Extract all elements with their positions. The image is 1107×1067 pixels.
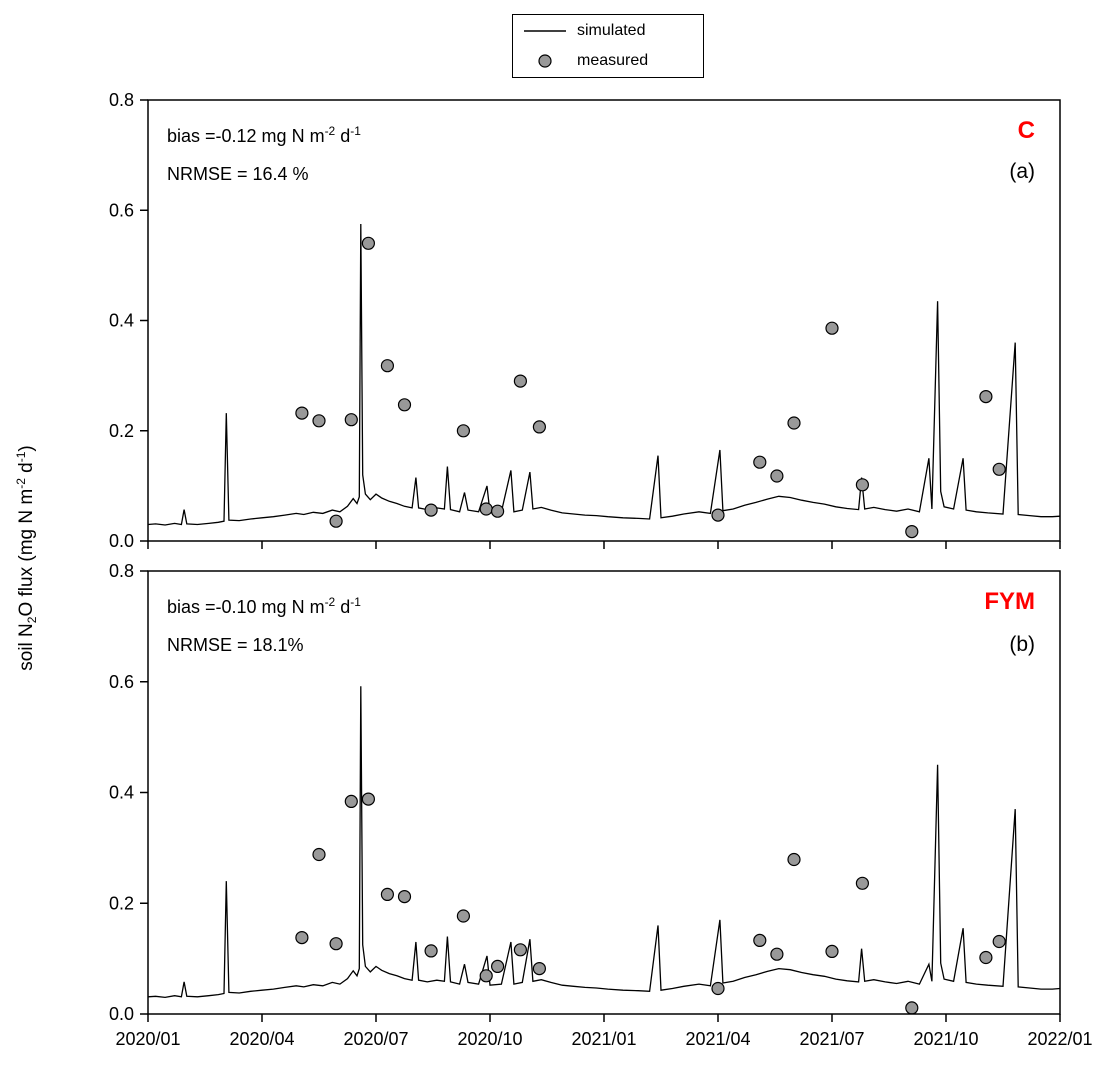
svg-text:0.8: 0.8 (109, 90, 134, 110)
svg-text:0.0: 0.0 (109, 531, 134, 551)
panel-tag-b: (b) (1009, 633, 1035, 656)
svg-text:2021/10: 2021/10 (913, 1029, 978, 1049)
svg-text:0.8: 0.8 (109, 561, 134, 581)
svg-text:0.0: 0.0 (109, 1004, 134, 1024)
bias-annotation-b: bias =-0.10 mg N m-2 d-1 (167, 595, 361, 617)
svg-text:2020/07: 2020/07 (343, 1029, 408, 1049)
treatment-label-b: FYM (984, 588, 1035, 615)
legend-label-simulated: simulated (577, 22, 646, 39)
treatment-label-a: C (1017, 117, 1035, 144)
svg-text:0.4: 0.4 (109, 783, 134, 803)
svg-text:2021/04: 2021/04 (685, 1029, 750, 1049)
svg-text:2020/10: 2020/10 (457, 1029, 522, 1049)
svg-text:0.6: 0.6 (109, 200, 134, 220)
svg-text:2022/01: 2022/01 (1027, 1029, 1092, 1049)
svg-text:2021/01: 2021/01 (571, 1029, 636, 1049)
svg-text:0.4: 0.4 (109, 311, 134, 331)
svg-text:2020/01: 2020/01 (115, 1029, 180, 1049)
svg-text:0.2: 0.2 (109, 421, 134, 441)
panel-tag-a: (a) (1009, 160, 1035, 183)
legend-item-simulated: simulated (513, 18, 703, 44)
nrmse-annotation-a: NRMSE = 16.4 % (167, 164, 309, 184)
bias-annotation-a: bias =-0.12 mg N m-2 d-1 (167, 124, 361, 146)
nrmse-annotation-b: NRMSE = 18.1% (167, 635, 304, 655)
legend-label-measured: measured (577, 52, 649, 69)
svg-text:0.6: 0.6 (109, 672, 134, 692)
y-axis-title: soil N2O flux (mg N m-2 d-1) (14, 445, 39, 671)
legend-marker-icon (513, 53, 577, 69)
legend-line-icon (513, 26, 577, 36)
legend: simulated measured (512, 14, 704, 78)
svg-text:0.2: 0.2 (109, 893, 134, 913)
legend-item-measured: measured (513, 48, 703, 74)
svg-text:2021/07: 2021/07 (799, 1029, 864, 1049)
svg-text:2020/04: 2020/04 (229, 1029, 294, 1049)
